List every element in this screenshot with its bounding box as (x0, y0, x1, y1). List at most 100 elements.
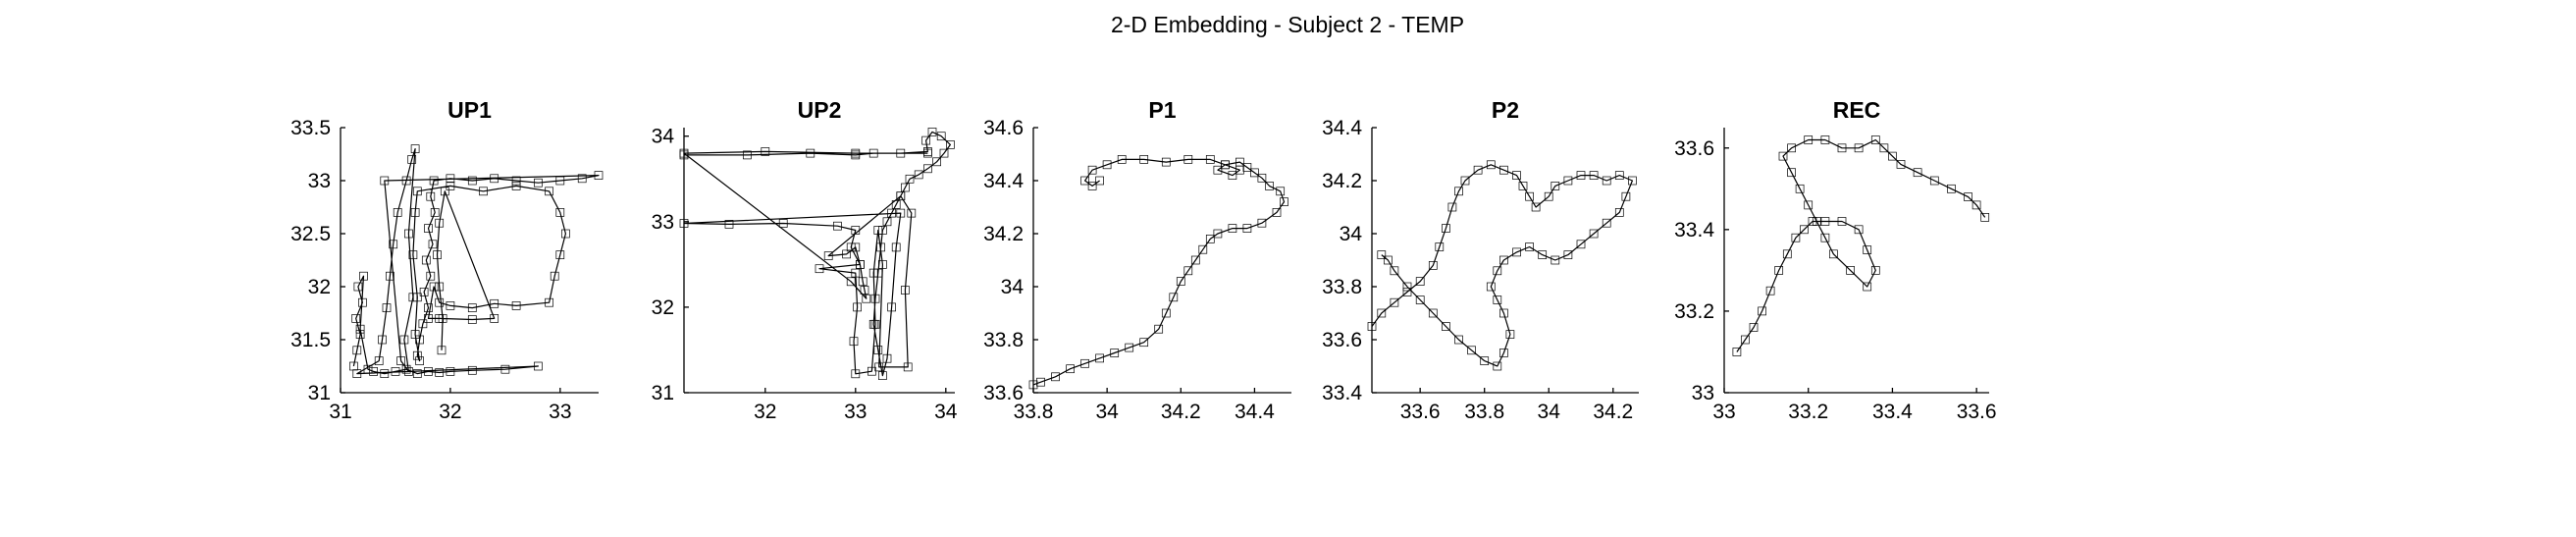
trajectory-point (1765, 286, 1775, 295)
x-tick-label: 34 (934, 401, 958, 423)
y-tick-label: 34.4 (1322, 117, 1362, 139)
trajectory-point (851, 148, 861, 158)
trajectory-point (842, 249, 851, 259)
y-tick-label: 31 (308, 382, 331, 404)
y-tick-label: 31 (652, 382, 674, 404)
y-tick-label: 33.6 (1322, 329, 1362, 351)
trajectory-point (1551, 255, 1560, 265)
trajectory-point (1563, 250, 1573, 259)
trajectory-point (412, 187, 422, 196)
trajectory-point (1493, 266, 1502, 276)
y-tick-label: 33 (1692, 382, 1714, 404)
trajectory-point (905, 174, 915, 184)
trajectory-point (901, 183, 910, 192)
trajectory-point (1614, 171, 1624, 180)
trajectory-point (1512, 247, 1521, 257)
y-tick-label: 34.2 (983, 223, 1024, 245)
trajectory-point (1390, 297, 1399, 307)
trajectory-point (1964, 192, 1972, 201)
trajectory-point (410, 330, 420, 339)
trajectory-point (1787, 168, 1796, 178)
y-tick-label: 32.5 (290, 223, 331, 245)
trajectory-point (1795, 184, 1805, 193)
x-tick-label: 32 (754, 401, 776, 423)
trajectory-point (1242, 163, 1252, 172)
trajectory-point (1913, 168, 1922, 178)
trajectory-point (1428, 261, 1438, 270)
trajectory-point (534, 178, 543, 188)
trajectory-point (1125, 343, 1134, 352)
x-tick-label: 34 (1538, 401, 1561, 423)
trajectory-point (853, 302, 862, 312)
subplot-title: UP1 (447, 97, 492, 123)
trajectory-point (1778, 151, 1788, 161)
trajectory-point (896, 208, 906, 218)
trajectory-point (1087, 165, 1097, 175)
trajectory-point (876, 242, 885, 252)
trajectory-point (355, 324, 365, 334)
trajectory-point (923, 164, 932, 174)
trajectory-point (407, 155, 417, 164)
y-tick-label: 33.6 (983, 382, 1024, 404)
trajectory-point (1183, 155, 1193, 164)
y-tick-label: 33.4 (1322, 382, 1362, 404)
trajectory-point (1538, 250, 1548, 259)
subplot-title: REC (1833, 97, 1881, 123)
trajectory-point (1804, 200, 1814, 210)
trajectory-point (1854, 225, 1864, 235)
trajectory-point (856, 260, 865, 269)
trajectory-point (1242, 224, 1252, 233)
trajectory-point (873, 268, 883, 278)
x-tick-label: 33.4 (1872, 401, 1913, 423)
trajectory-point (426, 271, 436, 281)
trajectory-point (1505, 330, 1515, 339)
trajectory-point (1486, 282, 1496, 292)
y-tick-label: 34 (652, 126, 675, 148)
trajectory-point (561, 229, 570, 239)
trajectory-point (577, 174, 587, 184)
trajectory-point (878, 260, 887, 269)
x-tick-label: 33.8 (1014, 401, 1054, 423)
trajectory-point (1551, 182, 1560, 190)
trajectory-point (1563, 176, 1573, 186)
trajectory-point (396, 356, 405, 365)
x-tick-label: 33.6 (1400, 401, 1441, 423)
trajectory-point (862, 294, 871, 303)
trajectory-point (435, 297, 445, 307)
trajectory-point (1377, 308, 1387, 318)
trajectory-point (868, 268, 878, 278)
x-tick-label: 33.8 (1464, 401, 1504, 423)
subplot-title: UP2 (798, 97, 842, 123)
subplot-rec: REC 33 33.2 33.4 33.6 33 33.2 33.4 33.6 (1674, 97, 1996, 423)
trajectory-point (355, 330, 365, 339)
trajectory-point (1493, 361, 1502, 371)
trajectory-point (408, 293, 418, 302)
trajectory-point (1473, 165, 1483, 175)
trajectory-point (429, 176, 439, 186)
trajectory-point (1749, 323, 1759, 332)
y-tick-label: 34.6 (983, 117, 1024, 139)
trajectory-point (823, 251, 833, 260)
x-tick-label: 33 (844, 401, 867, 423)
trajectory-point (435, 218, 445, 228)
trajectory-point (401, 364, 411, 374)
trajectory-point (870, 319, 880, 329)
trajectory-point (878, 371, 887, 380)
subplot-title: P1 (1148, 97, 1176, 123)
trajectory-point (1589, 171, 1599, 180)
trajectory-point (479, 187, 488, 196)
trajectory-point (846, 242, 856, 252)
trajectory-point (1774, 266, 1784, 275)
trajectory-point (1154, 324, 1164, 334)
trajectory-point (1480, 356, 1490, 365)
trajectory-point (903, 362, 913, 372)
subplot-p2: P2 33.6 33.8 34 34.2 33.4 33.6 33.8 34 34.2 34.4 (1322, 97, 1639, 423)
trajectory-point (1272, 208, 1282, 217)
trajectory-point (1390, 266, 1399, 276)
trajectory-point (896, 191, 906, 201)
trajectory-point (1213, 165, 1223, 175)
trajectory-point (1791, 233, 1801, 242)
trajectory-point (1499, 308, 1508, 318)
trajectory-point (594, 171, 604, 180)
trajectory-point (1531, 202, 1541, 212)
